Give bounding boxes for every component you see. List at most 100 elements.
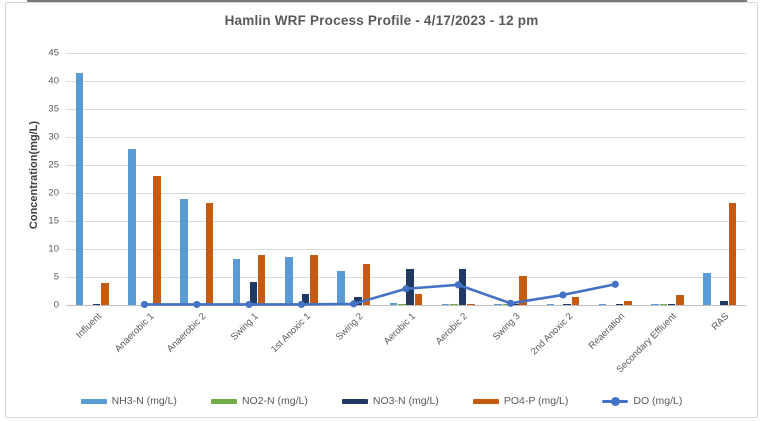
legend-swatch-icon	[341, 398, 368, 404]
gridline	[66, 137, 746, 138]
bar-po4-p	[519, 275, 527, 305]
do-marker	[611, 280, 619, 288]
legend: NH3-N (mg/L) NO2-N (mg/L) NO3-N (mg/L) PO4-…	[6, 395, 757, 407]
bar-no3-n	[563, 304, 571, 305]
legend-label: NH3-N (mg/L)	[111, 395, 177, 407]
bar-no3-n	[354, 297, 362, 305]
y-tick-label: 5	[53, 271, 59, 283]
bar-po4-p	[101, 282, 109, 305]
bar-po4-p	[728, 203, 737, 305]
x-category-text: Anaerobic 2	[164, 311, 209, 355]
y-tick-label: 25	[48, 159, 59, 171]
bar-no3-n	[301, 293, 310, 305]
gridline	[66, 221, 746, 222]
gridline	[66, 305, 746, 306]
plot-area: 0 5 10 15 20 25 30 35 40 45	[48, 48, 746, 311]
legend-item: NO3-N (mg/L)	[341, 395, 439, 407]
legend-swatch-icon	[80, 398, 107, 404]
bar-nh3-n	[75, 72, 84, 305]
gridline	[66, 165, 746, 166]
bar-nh3-n	[128, 149, 136, 305]
do-marker	[245, 300, 253, 309]
bar-no2-n	[398, 303, 406, 305]
bar-nh3-n	[651, 303, 659, 305]
x-category-text: 1st Anoxic 1	[269, 311, 314, 356]
bar-no3-n	[92, 304, 101, 305]
bar-no2-n	[659, 304, 668, 305]
bar-nh3-n	[232, 259, 241, 305]
gridline	[66, 193, 746, 194]
y-tick-label: 45	[48, 47, 59, 59]
bar-no2-n	[502, 304, 511, 305]
y-axis-title: Concentration(mg/L)	[28, 120, 40, 230]
do-marker	[297, 300, 305, 309]
x-category-text: 2nd Anoxic 2	[528, 311, 575, 358]
legend-swatch-icon	[210, 398, 237, 404]
bar-nh3-n	[180, 198, 188, 305]
legend-label: NO2-N (mg/L)	[241, 395, 308, 407]
bar-po4-p	[153, 176, 161, 305]
legend-item: PO4-P (mg/L)	[472, 395, 569, 407]
do-marker	[507, 299, 515, 307]
chart-title: Hamlin WRF Process Profile - 4/17/2023 -…	[224, 13, 539, 28]
bar-nh3-n	[546, 304, 555, 305]
x-axis-labels: Influent Anaerobic 1 Anaerobic 2 Swing 1 1st…	[66, 309, 746, 379]
do-marker	[454, 281, 462, 289]
legend-line-marker-icon	[602, 396, 629, 406]
legend-label: DO (mg/L)	[633, 395, 683, 407]
bar-no3-n	[720, 301, 728, 305]
gridline	[66, 81, 746, 82]
bar-po4-p	[414, 293, 423, 305]
bar-no3-n	[667, 303, 676, 305]
gridline	[66, 53, 746, 54]
y-tick-label: 40	[48, 75, 59, 87]
bar-po4-p	[205, 202, 214, 305]
x-category-text: Influent	[74, 311, 104, 341]
top-border-line	[27, 0, 747, 2]
gridline	[66, 277, 746, 278]
x-category-text: Reaeration	[586, 311, 627, 352]
do-marker	[350, 300, 358, 308]
bar-no2-n	[450, 303, 458, 305]
y-tick-label: 30	[48, 131, 59, 143]
legend-item: NO2-N (mg/L)	[210, 395, 308, 407]
chart-card: Hamlin WRF Process Profile - 4/17/2023 -…	[5, 2, 758, 418]
bar-no3-n	[511, 303, 519, 305]
bar-nh3-n	[494, 304, 502, 305]
y-tick-label: 35	[48, 103, 59, 115]
x-category-text: Anaerobic 1	[112, 311, 157, 355]
legend-item: DO (mg/L)	[602, 395, 682, 407]
bar-nh3-n	[337, 271, 345, 305]
bar-po4-p	[257, 254, 266, 305]
gridline	[66, 249, 746, 250]
gridline	[66, 109, 746, 110]
y-tick-label: 20	[48, 187, 59, 199]
y-tick-label: 15	[48, 215, 59, 227]
bar-no3-n	[615, 304, 624, 305]
x-category-text: Aerobic 2	[433, 311, 471, 348]
x-category-text: Swing 2	[333, 311, 366, 343]
bar-po4-p	[467, 303, 475, 305]
do-marker	[140, 300, 149, 309]
bar-po4-p	[310, 255, 318, 305]
y-tick-label: 10	[48, 243, 59, 255]
legend-label: NO3-N (mg/L)	[372, 395, 439, 407]
bar-po4-p	[362, 264, 371, 305]
bar-nh3-n	[598, 304, 607, 305]
do-marker	[559, 291, 567, 299]
bar-nh3-n	[441, 303, 450, 305]
bar-no3-n	[406, 269, 414, 305]
bar-po4-p	[571, 296, 580, 305]
legend-label: PO4-P (mg/L)	[503, 395, 569, 407]
bar-nh3-n	[285, 257, 293, 305]
bar-po4-p	[624, 301, 632, 305]
legend-swatch-icon	[472, 398, 499, 404]
do-marker	[193, 300, 201, 309]
bar-nh3-n	[703, 273, 711, 305]
legend-dot-icon	[611, 396, 621, 406]
legend-item: NH3-N (mg/L)	[80, 395, 177, 407]
x-category-text: RAS	[710, 311, 732, 333]
x-category-text: Swing 3	[490, 311, 523, 343]
bar-no3-n	[249, 282, 258, 305]
